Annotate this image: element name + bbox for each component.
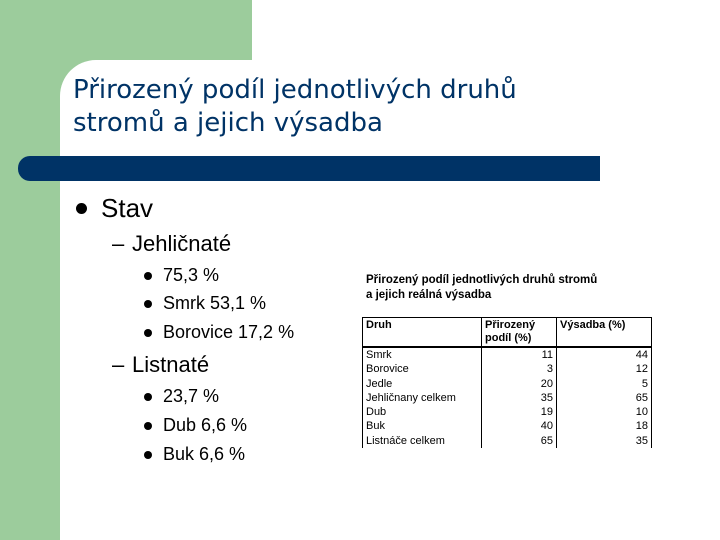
- table-row: Borovice 3 12: [362, 362, 652, 377]
- value-cell: 5: [556, 376, 652, 391]
- embedded-title-line-2: a jejich reálná výsadba: [366, 289, 492, 301]
- value-cell: 3: [481, 362, 557, 377]
- value-cell: 35: [481, 390, 557, 406]
- bullet-listnate: – Listnaté: [112, 352, 209, 378]
- bullet-jehlicnate-item: Smrk 53,1 %: [144, 293, 266, 314]
- column-header: Výsadba (%): [556, 317, 652, 348]
- bullet-text: Borovice 17,2 %: [163, 322, 295, 342]
- value-cell: 65: [556, 390, 652, 406]
- title-underline-bar: [18, 156, 600, 181]
- species-cell: Dub: [362, 405, 482, 420]
- column-header: Druh: [362, 317, 482, 348]
- bullet-stav: Stav: [76, 193, 153, 224]
- bullet-dot-icon: [76, 203, 87, 214]
- tree-species-table: Druh Přirozený podíl (%) Výsadba (%) Smr…: [362, 317, 652, 449]
- species-cell: Smrk: [362, 347, 482, 363]
- table-row: Jedle 20 5: [362, 376, 652, 391]
- bullet-text: Dub 6,6 %: [163, 415, 248, 435]
- value-cell: 20: [481, 376, 557, 391]
- bullet-text: 75,3 %: [163, 265, 220, 285]
- value-cell: 11: [481, 347, 557, 363]
- bullet-dot-icon: [144, 421, 152, 430]
- species-cell: Jehličnany celkem: [362, 390, 482, 406]
- embedded-table-image: Přirozený podíl jednotlivých druhů strom…: [362, 270, 652, 452]
- bullet-listnate-item: Dub 6,6 %: [144, 415, 247, 436]
- bullet-listnate-item: 23,7 %: [144, 386, 219, 407]
- value-cell: 35: [556, 433, 652, 449]
- column-header: Přirozený podíl (%): [481, 317, 557, 348]
- species-cell: Jedle: [362, 376, 482, 391]
- bullet-dot-icon: [144, 392, 152, 401]
- bullet-text: Listnaté: [132, 352, 210, 377]
- value-cell: 65: [481, 433, 557, 449]
- species-cell: Listnáče celkem: [362, 433, 482, 449]
- bullet-text: Buk 6,6 %: [163, 444, 246, 464]
- value-cell: 40: [481, 419, 557, 434]
- value-cell: 10: [556, 405, 652, 420]
- table-row: Buk 40 18: [362, 419, 652, 434]
- bullet-jehlicnate: – Jehličnaté: [112, 231, 231, 257]
- table-row: Dub 19 10: [362, 405, 652, 420]
- title-line-1: Přirozený podíl jednotlivých druhů: [73, 75, 517, 105]
- bullet-listnate-item: Buk 6,6 %: [144, 444, 245, 465]
- table-row: Listnáče celkem 65 35: [362, 433, 652, 449]
- bullet-text: 23,7 %: [163, 386, 220, 406]
- bullet-text: Stav: [101, 193, 154, 223]
- bullet-dot-icon: [144, 271, 152, 280]
- bullet-text: Smrk 53,1 %: [163, 293, 267, 313]
- slide-title: Přirozený podíl jednotlivých druhů strom…: [73, 74, 673, 140]
- table-row: Smrk 11 44: [362, 347, 652, 363]
- title-line-2: stromů a jejich výsadba: [73, 108, 383, 138]
- dash-icon: –: [112, 352, 125, 377]
- bullet-dot-icon: [144, 450, 152, 459]
- dash-icon: –: [112, 231, 125, 256]
- value-cell: 12: [556, 362, 652, 377]
- table-body: Smrk 11 44 Borovice 3 12 Jedle 20 5 Jehličnany ce…: [362, 347, 652, 449]
- value-cell: 19: [481, 405, 557, 420]
- bullet-dot-icon: [144, 299, 152, 308]
- embedded-title-line-1: Přirozený podíl jednotlivých druhů strom…: [366, 274, 598, 286]
- slide-card: [60, 60, 720, 540]
- bullet-jehlicnate-item: 75,3 %: [144, 265, 219, 286]
- bullet-dot-icon: [144, 328, 152, 337]
- embedded-table-title: Přirozený podíl jednotlivých druhů strom…: [366, 273, 597, 303]
- value-cell: 44: [556, 347, 652, 363]
- table-header-row: Druh Přirozený podíl (%) Výsadba (%): [362, 317, 652, 348]
- bullet-jehlicnate-item: Borovice 17,2 %: [144, 322, 294, 343]
- species-cell: Borovice: [362, 362, 482, 377]
- species-cell: Buk: [362, 419, 482, 434]
- value-cell: 18: [556, 419, 652, 434]
- bullet-text: Jehličnaté: [132, 231, 232, 256]
- table-row: Jehličnany celkem 35 65: [362, 390, 652, 406]
